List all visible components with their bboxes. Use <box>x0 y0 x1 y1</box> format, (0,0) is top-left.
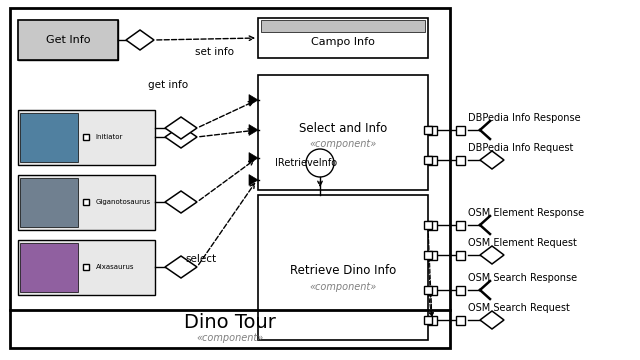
Text: Giganotosaurus: Giganotosaurus <box>95 199 150 205</box>
Polygon shape <box>249 153 258 163</box>
Polygon shape <box>165 256 197 278</box>
Text: select: select <box>185 254 216 264</box>
Bar <box>456 156 465 165</box>
Bar <box>424 221 432 229</box>
Bar <box>18 110 155 165</box>
Text: OSM Search Response: OSM Search Response <box>468 273 577 283</box>
Bar <box>456 315 465 324</box>
Text: set info: set info <box>195 47 234 57</box>
Bar <box>428 220 436 230</box>
Bar <box>424 126 432 134</box>
Text: Initiator: Initiator <box>95 134 123 140</box>
Polygon shape <box>165 126 197 148</box>
Bar <box>456 251 465 260</box>
Bar <box>20 178 77 227</box>
Bar <box>456 285 465 294</box>
Bar <box>10 8 450 348</box>
Bar <box>424 156 432 164</box>
Text: get info: get info <box>148 80 188 90</box>
Polygon shape <box>480 311 504 329</box>
Bar <box>18 175 155 230</box>
Bar <box>428 251 436 260</box>
Bar <box>258 18 428 58</box>
Text: Retrieve Dino Info: Retrieve Dino Info <box>290 265 396 278</box>
Bar <box>18 20 118 60</box>
Text: Campo Info: Campo Info <box>311 37 375 47</box>
Polygon shape <box>165 117 197 139</box>
Bar <box>20 113 77 162</box>
Polygon shape <box>480 151 504 169</box>
Text: «component»: «component» <box>309 139 376 149</box>
Text: IRetrieveInfo: IRetrieveInfo <box>275 158 337 168</box>
Bar <box>18 240 155 295</box>
Bar <box>428 156 436 165</box>
Bar <box>424 286 432 294</box>
Bar <box>258 195 428 340</box>
Bar <box>428 315 436 324</box>
Polygon shape <box>126 30 154 50</box>
Bar <box>258 75 428 190</box>
Text: DBPedia Info Request: DBPedia Info Request <box>468 143 573 153</box>
Text: «component»: «component» <box>196 333 264 343</box>
Text: OSM Element Request: OSM Element Request <box>468 238 577 248</box>
Bar <box>424 316 432 324</box>
Text: Alxasaurus: Alxasaurus <box>95 264 134 270</box>
Text: DBPedia Info Response: DBPedia Info Response <box>468 113 580 123</box>
Bar <box>261 20 425 32</box>
Bar <box>428 285 436 294</box>
Polygon shape <box>480 246 504 264</box>
Bar <box>456 126 465 135</box>
Bar <box>424 251 432 259</box>
Bar <box>20 243 77 292</box>
Bar <box>83 134 88 140</box>
Text: «component»: «component» <box>309 282 376 292</box>
Text: Get Info: Get Info <box>45 35 90 45</box>
Text: OSM Element Response: OSM Element Response <box>468 208 584 218</box>
Polygon shape <box>249 175 258 185</box>
Bar <box>18 20 118 60</box>
Polygon shape <box>165 191 197 213</box>
Text: Select and Info: Select and Info <box>299 122 387 135</box>
Bar <box>428 126 436 135</box>
Text: OSM Search Request: OSM Search Request <box>468 303 570 313</box>
Polygon shape <box>249 125 258 135</box>
Bar <box>83 264 88 270</box>
Polygon shape <box>249 95 258 105</box>
Bar <box>456 220 465 230</box>
Text: Dino Tour: Dino Tour <box>184 312 276 332</box>
Bar <box>83 199 88 205</box>
